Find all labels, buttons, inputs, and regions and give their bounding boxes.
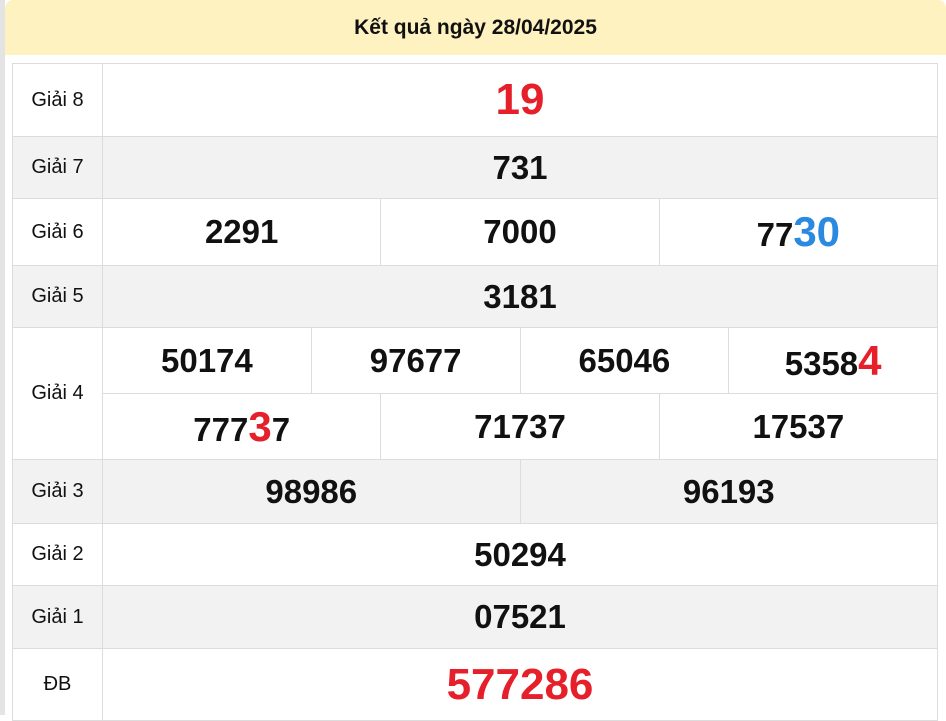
prize-number: 96193 (682, 472, 775, 510)
prize-label: Giải 5 (12, 265, 103, 328)
prize-row-2: Giải 2 50294 (12, 523, 938, 586)
prize-label: ĐB (12, 648, 103, 721)
highlight-digits: 3 (248, 402, 272, 450)
prize-row-5: Giải 5 3181 (12, 265, 938, 328)
prize-number: 97677 (369, 341, 462, 379)
prize-label: Giải 1 (12, 585, 103, 649)
prize-row-4: Giải 4 50174 97677 65046 53584 77737 717… (12, 327, 938, 460)
prize-number: 3181 (483, 277, 557, 315)
prize-label: Giải 2 (12, 523, 103, 586)
results-header: Kết quả ngày 28/04/2025 (5, 0, 946, 55)
prize-number: 77737 (193, 402, 291, 450)
prize-number: 65046 (578, 341, 671, 379)
prize-row-7: Giải 7 731 (12, 136, 938, 199)
prize-row-3: Giải 3 98986 96193 (12, 459, 938, 524)
highlight-digits: 30 (793, 208, 841, 255)
prize-number: 7000 (483, 213, 557, 250)
prize-number: 577286 (446, 659, 594, 709)
highlight-digits: 4 (858, 336, 882, 384)
prize-number: 98986 (265, 472, 358, 510)
prize-row-8: Giải 8 19 (12, 63, 938, 137)
prize-label: Giải 6 (12, 198, 103, 266)
prize-number: 7730 (756, 208, 841, 255)
prize-number: 731 (492, 148, 548, 186)
prize-number: 19 (495, 75, 545, 124)
prize-number: 2291 (204, 213, 279, 250)
results-title: Kết quả ngày 28/04/2025 (354, 15, 597, 39)
prize-label: Giải 4 (12, 327, 103, 460)
prize-number: 50294 (474, 535, 566, 573)
prize-number: 07521 (474, 598, 566, 635)
prize-row-1: Giải 1 07521 (12, 585, 938, 649)
results-table: Giải 8 19 Giải 7 731 Giải 6 2291 7000 77… (12, 63, 938, 721)
prize-label: Giải 3 (12, 459, 103, 524)
prize-number: 71737 (474, 407, 566, 445)
prize-label: Giải 8 (12, 63, 103, 137)
prize-label: Giải 7 (12, 136, 103, 199)
prize-row-6: Giải 6 2291 7000 7730 (12, 198, 938, 266)
prize-number: 53584 (784, 336, 882, 384)
prize-row-special: ĐB 577286 (12, 648, 938, 721)
prize-number: 17537 (752, 407, 845, 445)
prize-number: 50174 (160, 341, 253, 379)
